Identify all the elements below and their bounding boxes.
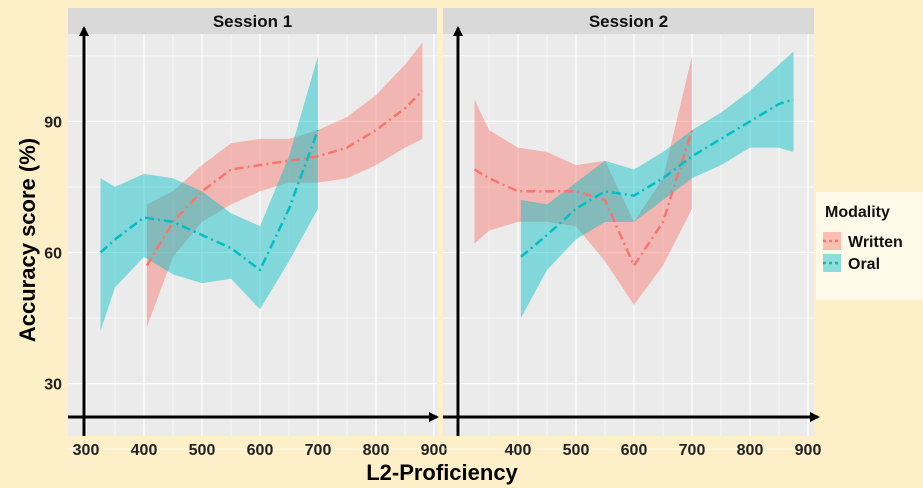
x-tick-label: 900 <box>795 442 822 459</box>
x-tick-label: 900 <box>421 442 448 459</box>
panel-session-1: Session 1 300 400 500 600 700 800 900 <box>68 8 447 459</box>
axis-lines <box>68 26 820 436</box>
ribbon-written <box>474 55 692 305</box>
panels: Session 1 300 400 500 600 700 800 900 Session 2 4… <box>68 8 821 459</box>
legend-background <box>816 192 923 300</box>
gridlines <box>68 34 437 450</box>
facet-strip <box>443 8 814 34</box>
legend: Modality Written Oral <box>816 192 923 300</box>
x-tick-label: 400 <box>131 442 158 459</box>
x-tick-label: 600 <box>621 442 648 459</box>
x-tick-label: 800 <box>363 442 390 459</box>
x-tick-labels: 400 500 600 700 800 900 <box>505 442 822 459</box>
panel-background <box>443 34 814 436</box>
y-tick-label: 60 <box>44 245 62 262</box>
y-tick-labels: 30 60 90 <box>44 114 62 393</box>
line-oral <box>520 98 794 258</box>
ribbon-written <box>146 42 423 327</box>
x-tick-label: 600 <box>247 442 274 459</box>
x-tick-labels: 300 400 500 600 700 800 900 <box>73 442 448 459</box>
ribbon-oral <box>520 51 794 319</box>
y-tick-label: 90 <box>44 114 62 131</box>
y-axis-title: Accuracy score (%) <box>15 138 40 342</box>
x-tick-label: 700 <box>679 442 706 459</box>
line-written <box>473 129 694 267</box>
x-tick-label: 300 <box>73 442 100 459</box>
x-tick-label: 500 <box>563 442 590 459</box>
facet-strip <box>68 8 437 34</box>
legend-label-written: Written <box>848 234 903 251</box>
facet-title: Session 2 <box>589 12 668 31</box>
line-oral <box>99 129 320 272</box>
gridlines <box>443 34 814 450</box>
legend-title: Modality <box>825 204 890 221</box>
line-written <box>145 89 424 267</box>
panel-session-2: Session 2 400 500 600 700 800 900 <box>443 8 821 459</box>
x-tick-label: 800 <box>737 442 764 459</box>
legend-label-oral: Oral <box>848 256 880 273</box>
facet-title: Session 1 <box>213 12 292 31</box>
x-tick-label: 400 <box>505 442 532 459</box>
x-tick-label: 500 <box>189 442 216 459</box>
x-tick-label: 700 <box>305 442 332 459</box>
y-tick-label: 30 <box>44 377 62 394</box>
x-axis-title: L2-Proficiency <box>366 460 518 485</box>
